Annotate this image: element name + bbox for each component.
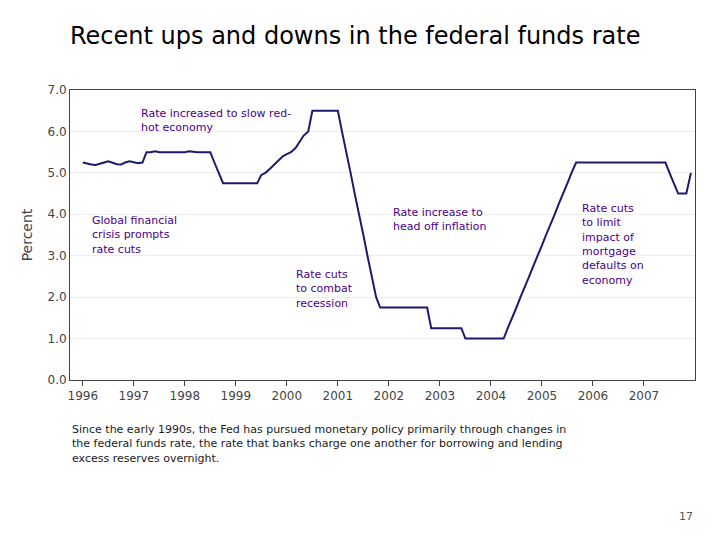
svg-text:1.0: 1.0 <box>48 332 67 346</box>
svg-text:17: 17 <box>679 510 693 523</box>
svg-text:4.0: 4.0 <box>48 207 67 221</box>
svg-text:Recent ups and downs in the fe: Recent ups and downs in the federal fund… <box>70 22 640 50</box>
svg-text:5.0: 5.0 <box>48 166 67 180</box>
svg-text:2007: 2007 <box>629 389 660 403</box>
svg-text:Rate cutsto limitimpact ofmort: Rate cutsto limitimpact ofmortgagedefaul… <box>582 202 644 287</box>
svg-text:Rate increase tohead off infla: Rate increase tohead off inflation <box>393 206 487 233</box>
svg-text:2.0: 2.0 <box>48 290 67 304</box>
svg-text:7.0: 7.0 <box>48 83 67 97</box>
svg-text:Rate increased to slow red-hot: Rate increased to slow red-hot economy <box>141 107 291 134</box>
svg-text:Percent: Percent <box>19 208 35 261</box>
svg-text:0.0: 0.0 <box>48 373 67 387</box>
svg-text:2001: 2001 <box>323 389 354 403</box>
svg-text:6.0: 6.0 <box>48 125 67 139</box>
svg-text:3.0: 3.0 <box>48 249 67 263</box>
svg-text:Global financialcrisis prompts: Global financialcrisis promptsrate cuts <box>92 214 177 256</box>
svg-text:2004: 2004 <box>476 389 507 403</box>
svg-text:Rate cutsto combatrecession: Rate cutsto combatrecession <box>296 268 353 310</box>
svg-text:1999: 1999 <box>221 389 252 403</box>
svg-text:1996: 1996 <box>67 389 98 403</box>
svg-text:2002: 2002 <box>374 389 405 403</box>
svg-text:Since the early 1990s, the Fed: Since the early 1990s, the Fed has pursu… <box>72 423 566 465</box>
svg-text:1998: 1998 <box>170 389 201 403</box>
svg-text:2003: 2003 <box>425 389 456 403</box>
svg-text:1997: 1997 <box>119 389 150 403</box>
svg-text:2005: 2005 <box>527 389 558 403</box>
svg-text:2006: 2006 <box>578 389 609 403</box>
svg-text:2000: 2000 <box>272 389 303 403</box>
